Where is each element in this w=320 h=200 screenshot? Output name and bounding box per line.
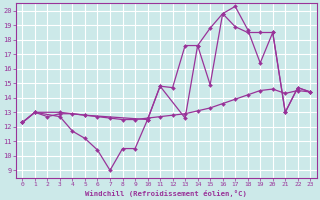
X-axis label: Windchill (Refroidissement éolien,°C): Windchill (Refroidissement éolien,°C) xyxy=(85,190,247,197)
